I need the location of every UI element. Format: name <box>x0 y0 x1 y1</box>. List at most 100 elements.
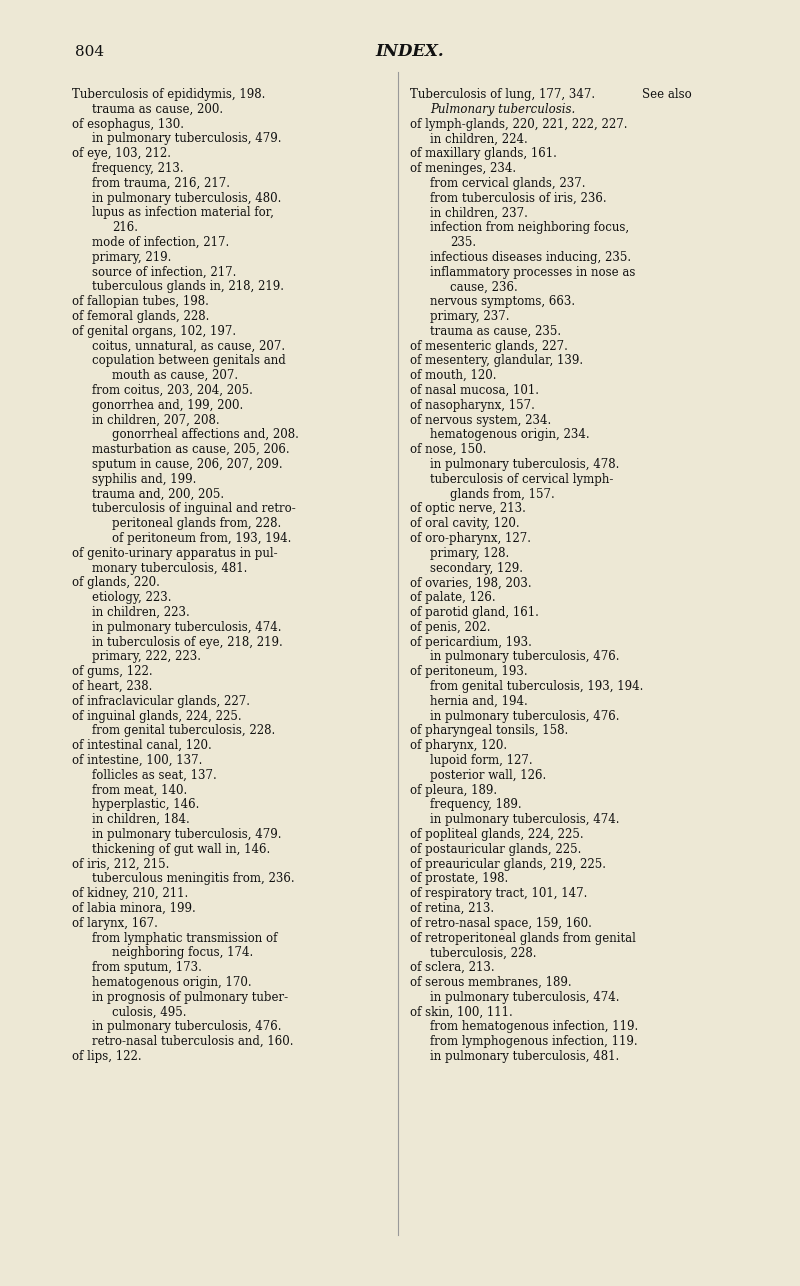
Text: glands from, 157.: glands from, 157. <box>450 487 554 500</box>
Text: of pericardium, 193.: of pericardium, 193. <box>410 635 532 648</box>
Text: inflammatory processes in nose as: inflammatory processes in nose as <box>430 266 635 279</box>
Text: from trauma, 216, 217.: from trauma, 216, 217. <box>92 176 230 190</box>
Text: of pharynx, 120.: of pharynx, 120. <box>410 739 507 752</box>
Text: of peritoneum from, 193, 194.: of peritoneum from, 193, 194. <box>112 532 291 545</box>
Text: of serous membranes, 189.: of serous membranes, 189. <box>410 976 572 989</box>
Text: in pulmonary tuberculosis, 476.: in pulmonary tuberculosis, 476. <box>92 1020 282 1034</box>
Text: from genital tuberculosis, 193, 194.: from genital tuberculosis, 193, 194. <box>430 680 643 693</box>
Text: Tuberculosis of lung, 177, 347.: Tuberculosis of lung, 177, 347. <box>410 87 595 102</box>
Text: in children, 224.: in children, 224. <box>430 132 528 145</box>
Text: tuberculosis of inguinal and retro-: tuberculosis of inguinal and retro- <box>92 503 296 516</box>
Text: masturbation as cause, 205, 206.: masturbation as cause, 205, 206. <box>92 444 290 457</box>
Text: sputum in cause, 206, 207, 209.: sputum in cause, 206, 207, 209. <box>92 458 282 471</box>
Text: monary tuberculosis, 481.: monary tuberculosis, 481. <box>92 562 247 575</box>
Text: tuberculous meningitis from, 236.: tuberculous meningitis from, 236. <box>92 872 294 885</box>
Text: hernia and, 194.: hernia and, 194. <box>430 694 528 707</box>
Text: infectious diseases inducing, 235.: infectious diseases inducing, 235. <box>430 251 631 264</box>
Text: of lips, 122.: of lips, 122. <box>72 1049 142 1064</box>
Text: mode of infection, 217.: mode of infection, 217. <box>92 237 230 249</box>
Text: of preauricular glands, 219, 225.: of preauricular glands, 219, 225. <box>410 858 606 871</box>
Text: lupoid form, 127.: lupoid form, 127. <box>430 754 533 766</box>
Text: in pulmonary tuberculosis, 474.: in pulmonary tuberculosis, 474. <box>92 621 282 634</box>
Text: in prognosis of pulmonary tuber-: in prognosis of pulmonary tuber- <box>92 990 288 1004</box>
Text: of eye, 103, 212.: of eye, 103, 212. <box>72 147 171 161</box>
Text: of esophagus, 130.: of esophagus, 130. <box>72 117 184 131</box>
Text: mouth as cause, 207.: mouth as cause, 207. <box>112 369 238 382</box>
Text: INDEX.: INDEX. <box>376 44 444 60</box>
Text: of gums, 122.: of gums, 122. <box>72 665 153 678</box>
Text: of pleura, 189.: of pleura, 189. <box>410 783 497 796</box>
Text: of retroperitoneal glands from genital: of retroperitoneal glands from genital <box>410 931 636 945</box>
Text: of fallopian tubes, 198.: of fallopian tubes, 198. <box>72 296 209 309</box>
Text: infection from neighboring focus,: infection from neighboring focus, <box>430 221 629 234</box>
Text: of penis, 202.: of penis, 202. <box>410 621 490 634</box>
Text: of intestinal canal, 120.: of intestinal canal, 120. <box>72 739 212 752</box>
Text: of nasopharynx, 157.: of nasopharynx, 157. <box>410 399 535 412</box>
Text: trauma as cause, 235.: trauma as cause, 235. <box>430 325 561 338</box>
Text: of intestine, 100, 137.: of intestine, 100, 137. <box>72 754 202 766</box>
Text: of prostate, 198.: of prostate, 198. <box>410 872 508 885</box>
Text: in children, 223.: in children, 223. <box>92 606 190 619</box>
Text: of nose, 150.: of nose, 150. <box>410 444 486 457</box>
Text: of ovaries, 198, 203.: of ovaries, 198, 203. <box>410 576 532 589</box>
Text: of mesentery, glandular, 139.: of mesentery, glandular, 139. <box>410 355 583 368</box>
Text: frequency, 189.: frequency, 189. <box>430 799 522 811</box>
Text: in pulmonary tuberculosis, 481.: in pulmonary tuberculosis, 481. <box>430 1049 619 1064</box>
Text: in tuberculosis of eye, 218, 219.: in tuberculosis of eye, 218, 219. <box>92 635 282 648</box>
Text: tuberculous glands in, 218, 219.: tuberculous glands in, 218, 219. <box>92 280 284 293</box>
Text: neighboring focus, 174.: neighboring focus, 174. <box>112 946 254 959</box>
Text: of lymph-glands, 220, 221, 222, 227.: of lymph-glands, 220, 221, 222, 227. <box>410 117 627 131</box>
Text: hematogenous origin, 170.: hematogenous origin, 170. <box>92 976 252 989</box>
Text: of mouth, 120.: of mouth, 120. <box>410 369 497 382</box>
Text: copulation between genitals and: copulation between genitals and <box>92 355 286 368</box>
Text: Pulmonary tuberculosis.: Pulmonary tuberculosis. <box>430 103 575 116</box>
Text: in children, 237.: in children, 237. <box>430 206 528 220</box>
Text: culosis, 495.: culosis, 495. <box>112 1006 186 1019</box>
Text: of genital organs, 102, 197.: of genital organs, 102, 197. <box>72 325 236 338</box>
Text: of meninges, 234.: of meninges, 234. <box>410 162 516 175</box>
Text: in pulmonary tuberculosis, 479.: in pulmonary tuberculosis, 479. <box>92 828 282 841</box>
Text: 216.: 216. <box>112 221 138 234</box>
Text: 235.: 235. <box>450 237 476 249</box>
Text: etiology, 223.: etiology, 223. <box>92 592 171 604</box>
Text: primary, 222, 223.: primary, 222, 223. <box>92 651 201 664</box>
Text: of respiratory tract, 101, 147.: of respiratory tract, 101, 147. <box>410 887 587 900</box>
Text: of heart, 238.: of heart, 238. <box>72 680 152 693</box>
Text: of mesenteric glands, 227.: of mesenteric glands, 227. <box>410 340 568 352</box>
Text: of femoral glands, 228.: of femoral glands, 228. <box>72 310 210 323</box>
Text: frequency, 213.: frequency, 213. <box>92 162 184 175</box>
Text: tuberculosis, 228.: tuberculosis, 228. <box>430 946 537 959</box>
Text: of larynx, 167.: of larynx, 167. <box>72 917 158 930</box>
Text: tuberculosis of cervical lymph-: tuberculosis of cervical lymph- <box>430 473 614 486</box>
Text: of iris, 212, 215.: of iris, 212, 215. <box>72 858 170 871</box>
Text: cause, 236.: cause, 236. <box>450 280 518 293</box>
Text: Tuberculosis of epididymis, 198.: Tuberculosis of epididymis, 198. <box>72 87 266 102</box>
Text: of kidney, 210, 211.: of kidney, 210, 211. <box>72 887 188 900</box>
Text: secondary, 129.: secondary, 129. <box>430 562 523 575</box>
Text: from lymphatic transmission of: from lymphatic transmission of <box>92 931 278 945</box>
Text: of nasal mucosa, 101.: of nasal mucosa, 101. <box>410 385 539 397</box>
Text: hyperplastic, 146.: hyperplastic, 146. <box>92 799 199 811</box>
Text: of infraclavicular glands, 227.: of infraclavicular glands, 227. <box>72 694 250 707</box>
Text: of popliteal glands, 224, 225.: of popliteal glands, 224, 225. <box>410 828 584 841</box>
Text: primary, 128.: primary, 128. <box>430 547 510 559</box>
Text: 804: 804 <box>75 45 104 59</box>
Text: of oral cavity, 120.: of oral cavity, 120. <box>410 517 520 530</box>
Text: primary, 237.: primary, 237. <box>430 310 510 323</box>
Text: of postauricular glands, 225.: of postauricular glands, 225. <box>410 842 582 855</box>
Text: posterior wall, 126.: posterior wall, 126. <box>430 769 546 782</box>
Text: gonorrhea and, 199, 200.: gonorrhea and, 199, 200. <box>92 399 243 412</box>
Text: of parotid gland, 161.: of parotid gland, 161. <box>410 606 539 619</box>
Text: in pulmonary tuberculosis, 478.: in pulmonary tuberculosis, 478. <box>430 458 619 471</box>
Text: from cervical glands, 237.: from cervical glands, 237. <box>430 176 586 190</box>
Text: from lymphogenous infection, 119.: from lymphogenous infection, 119. <box>430 1035 638 1048</box>
Text: gonorrheal affections and, 208.: gonorrheal affections and, 208. <box>112 428 299 441</box>
Text: in children, 184.: in children, 184. <box>92 813 190 826</box>
Text: from coitus, 203, 204, 205.: from coitus, 203, 204, 205. <box>92 385 253 397</box>
Text: follicles as seat, 137.: follicles as seat, 137. <box>92 769 217 782</box>
Text: from sputum, 173.: from sputum, 173. <box>92 961 202 975</box>
Text: of retina, 213.: of retina, 213. <box>410 901 494 916</box>
Text: in children, 207, 208.: in children, 207, 208. <box>92 414 220 427</box>
Text: in pulmonary tuberculosis, 476.: in pulmonary tuberculosis, 476. <box>430 651 619 664</box>
Text: thickening of gut wall in, 146.: thickening of gut wall in, 146. <box>92 842 270 855</box>
